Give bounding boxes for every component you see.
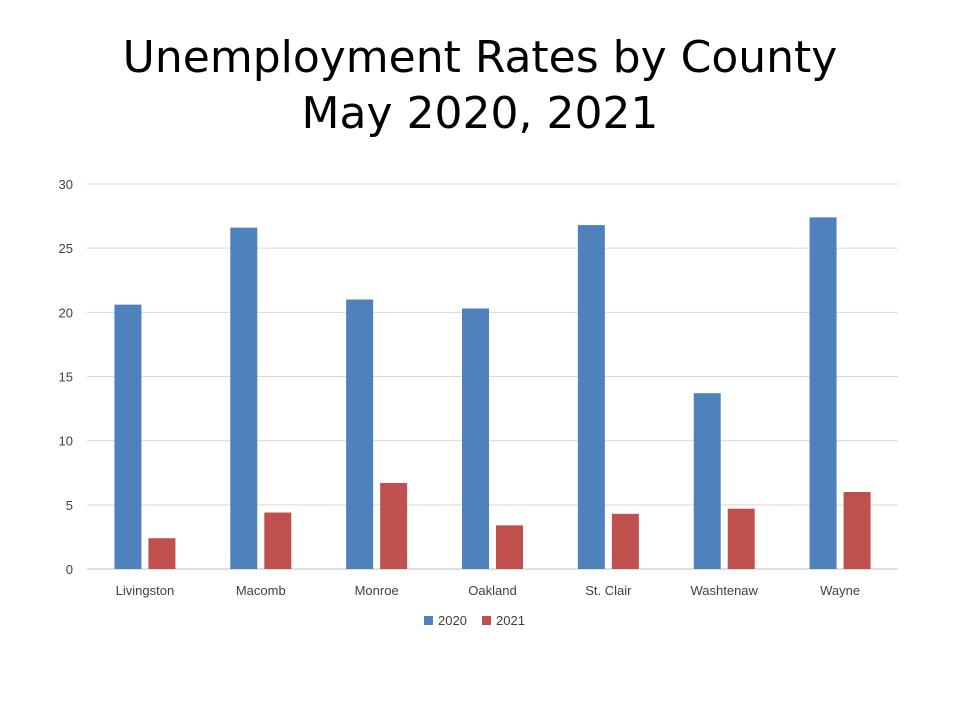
x-tick-label: Wayne [820,583,860,598]
y-tick-label: 5 [66,498,73,513]
legend-label: 2021 [496,613,525,628]
x-tick-label: Macomb [236,583,286,598]
y-tick-label: 25 [59,241,73,256]
y-tick-label: 0 [66,562,73,577]
bar-2021-washtenaw [727,508,755,569]
bar-2021-livingston [148,538,176,569]
bar-2020-livingston [114,304,142,569]
bar-2021-oakland [496,525,523,569]
bar-2020-wayne [809,217,837,569]
bar-2021-monroe [380,483,408,569]
x-tick-label: Washtenaw [690,583,758,598]
legend-swatch [482,616,491,625]
y-tick-label: 10 [59,434,73,449]
bar-2020-monroe [346,299,374,569]
bar-2020-st-clair [577,225,605,570]
bar-2021-macomb [264,512,292,569]
bar-2020-washtenaw [693,393,721,569]
bar-2021-wayne [843,492,871,569]
y-tick-label: 20 [59,305,73,320]
bar-2020-oakland [462,308,489,569]
x-tick-label: St. Clair [585,583,632,598]
bar-2021-st-clair [611,513,639,569]
chart-title-line-2: May 2020, 2021 [301,88,659,139]
y-tick-label: 30 [59,177,73,192]
x-tick-label: Livingston [116,583,175,598]
y-tick-label: 15 [59,370,73,385]
bar-2020-macomb [230,227,258,569]
legend-swatch [424,616,433,625]
legend-label: 2020 [438,613,467,628]
x-tick-label: Oakland [468,583,516,598]
chart-title-line-1: Unemployment Rates by County [122,32,838,83]
chart-title: Unemployment Rates by County May 2020, 2… [0,30,960,142]
x-tick-label: Monroe [355,583,399,598]
